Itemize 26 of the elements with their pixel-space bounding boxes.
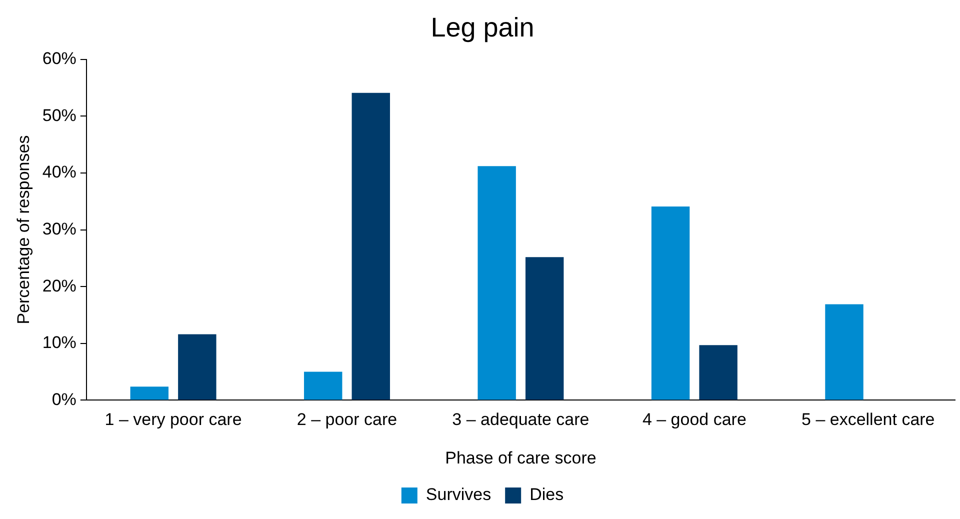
y-tick-label: 0% — [52, 390, 76, 409]
y-tick-label: 10% — [42, 333, 76, 352]
y-tick-label: 30% — [42, 219, 76, 238]
x-tick-label: 1 – very poor care — [104, 410, 242, 430]
x-tick-label: 4 – good care — [642, 410, 746, 430]
bar — [178, 334, 216, 400]
y-axis-title: Percentage of responses — [14, 135, 33, 324]
bar — [699, 345, 738, 400]
y-tick-label: 60% — [42, 49, 76, 68]
chart-title: Leg pain — [430, 12, 534, 43]
bar — [651, 206, 690, 400]
bar — [304, 372, 342, 400]
x-tick-label: 2 – poor care — [296, 410, 398, 430]
bar — [352, 92, 390, 400]
bar — [130, 386, 169, 400]
x-tick-label: 5 – excellent care — [802, 410, 935, 430]
bar — [825, 304, 864, 400]
y-tick-label: 20% — [42, 276, 76, 296]
y-tick-label: 40% — [42, 162, 76, 182]
y-tick-label: 50% — [42, 106, 76, 125]
x-tick-label: 3 – adequate care — [452, 410, 590, 430]
bar — [478, 166, 516, 400]
legend-label: Dies — [530, 485, 564, 504]
x-axis-title: Phase of care score — [445, 448, 596, 468]
bar — [525, 257, 564, 400]
legend-label: Survives — [426, 485, 492, 504]
